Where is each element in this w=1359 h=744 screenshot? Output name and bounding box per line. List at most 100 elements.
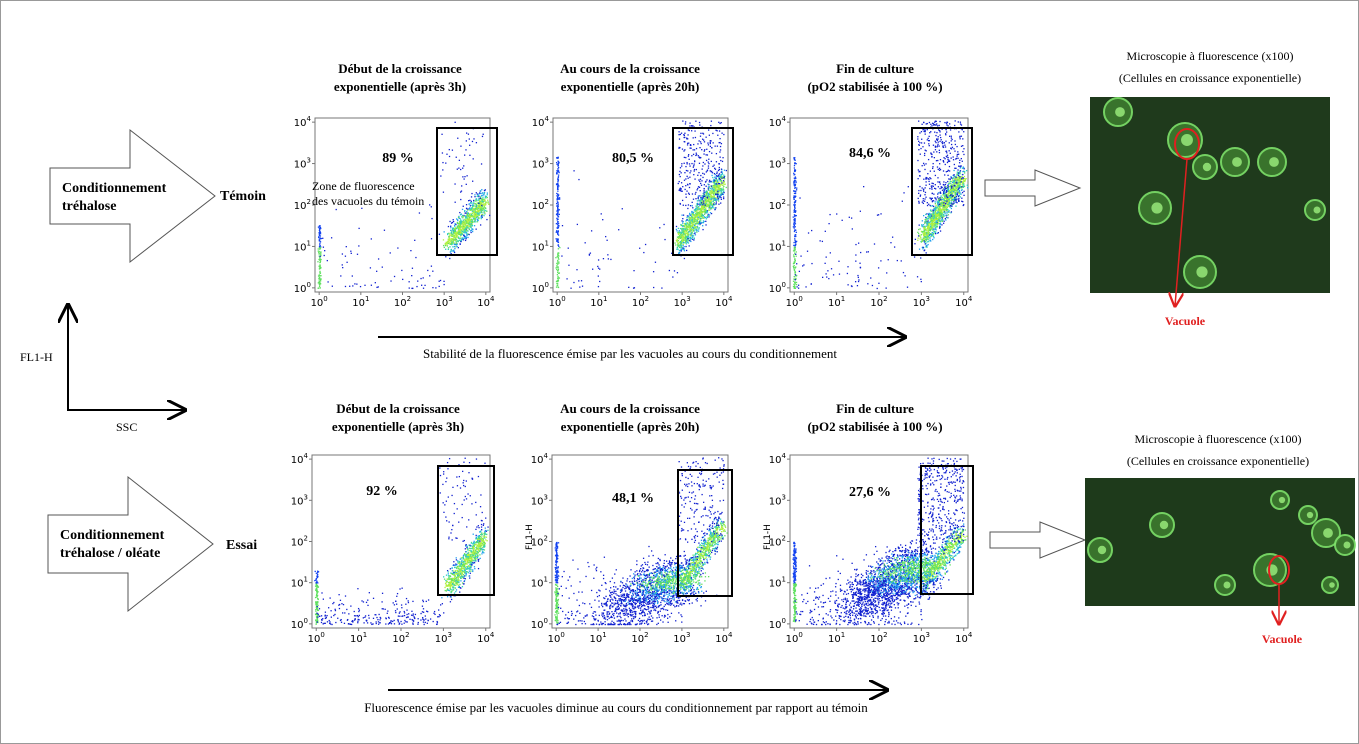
tick-exponent: 3 [448,631,452,639]
x-tick-label: 102 [870,631,887,645]
tick-exponent: 1 [304,576,308,584]
tick-base: 10 [294,118,307,129]
cell-core [1329,582,1335,588]
tick-exponent: 1 [602,631,606,639]
cell-core [1307,512,1313,518]
axis-legend-x [68,305,185,410]
microscopy-subtitle: (Cellules en croissance exponentielle) [1119,71,1301,85]
x-tick-label: 100 [786,631,803,645]
plot-y-label: FL1-H [525,524,535,550]
gate-percent: 48,1 % [612,491,654,506]
tick-base: 10 [769,455,782,466]
y-tick-label: 104 [769,452,787,466]
tick-exponent: 0 [323,295,327,303]
tick-base: 10 [590,298,603,309]
tick-base: 10 [955,634,968,645]
plot-title: exponentielle (après 20h) [561,419,700,434]
x-tick-label: 101 [590,295,607,309]
tick-base: 10 [531,579,544,590]
tick-exponent: 1 [545,239,549,247]
tick-exponent: 4 [728,631,733,639]
tick-exponent: 2 [544,535,548,543]
microscopy-subtitle: (Cellules en croissance exponentielle) [1127,454,1309,468]
tick-exponent: 2 [307,198,311,206]
condition-label: Conditionnement [62,181,167,196]
tick-base: 10 [311,298,324,309]
x-tick-label: 100 [786,295,803,309]
tick-exponent: 0 [782,281,786,289]
cell-core [1224,582,1231,589]
tick-base: 10 [715,298,728,309]
x-tick-label: 100 [549,295,566,309]
tick-base: 10 [769,118,782,129]
x-tick-label: 103 [435,631,452,645]
microscopy-title: Microscopie à fluorescence (x100) [1135,432,1302,446]
y-tick-label: 101 [294,239,311,253]
cell-core [1160,521,1168,529]
tick-base: 10 [291,579,304,590]
tick-exponent: 1 [363,631,367,639]
tick-exponent: 2 [304,535,308,543]
tick-base: 10 [532,284,545,295]
tick-base: 10 [828,634,841,645]
x-tick-label: 104 [477,631,495,645]
tick-base: 10 [435,634,448,645]
y-tick-label: 103 [531,493,548,507]
tick-exponent: 1 [365,295,369,303]
y-tick-label: 103 [769,493,786,507]
tick-exponent: 0 [782,617,786,625]
x-tick-label: 101 [352,295,369,309]
cell-core [1323,528,1333,538]
vacuole-label: Vacuole [1262,632,1303,646]
tick-base: 10 [308,634,321,645]
cell-core [1314,207,1321,214]
x-tick-label: 100 [308,631,325,645]
y-tick-label: 102 [769,198,786,212]
x-tick-label: 104 [715,631,733,645]
axis-legend-y-label: FL1-H [20,350,53,364]
tick-base: 10 [477,634,490,645]
tick-exponent: 3 [926,631,930,639]
tick-base: 10 [294,242,307,253]
tick-exponent: 2 [782,535,786,543]
y-tick-label: 100 [294,281,311,295]
tick-base: 10 [631,634,644,645]
caption: Stabilité de la fluorescence émise par l… [423,346,837,361]
condition-arrow [50,130,215,262]
y-tick-label: 103 [532,157,549,171]
x-tick-label: 103 [674,295,691,309]
tick-exponent: 0 [304,617,308,625]
tick-exponent: 3 [545,157,549,165]
cell-core [1151,202,1162,213]
cell-core [1279,497,1285,503]
tick-base: 10 [477,298,490,309]
x-tick-label: 100 [311,295,328,309]
tick-exponent: 3 [926,295,930,303]
tick-base: 10 [532,201,545,212]
tick-exponent: 1 [782,239,786,247]
plot-title: exponentielle (après 3h) [334,79,466,94]
plot-title: Au cours de la croissance [560,401,700,416]
tick-base: 10 [532,242,545,253]
gate-percent: 84,6 % [849,146,891,161]
plot-title: Fin de culture [836,401,914,416]
y-tick-label: 100 [769,281,786,295]
condition-label: tréhalose [62,199,116,214]
cell-core [1098,546,1106,554]
tick-exponent: 3 [782,493,786,501]
tick-base: 10 [589,634,602,645]
tick-exponent: 4 [782,115,787,123]
caption: Fluorescence émise par les vacuoles dimi… [364,700,868,715]
x-tick-label: 101 [350,631,367,645]
tick-exponent: 2 [644,631,648,639]
y-tick-label: 102 [294,198,311,212]
tick-base: 10 [392,634,405,645]
tick-exponent: 0 [798,295,802,303]
microscopy-title: Microscopie à fluorescence (x100) [1127,49,1294,63]
y-tick-label: 102 [532,198,549,212]
tick-base: 10 [769,496,782,507]
plot-title: Début de la croissance [336,401,460,416]
group-label: Essai [226,538,257,553]
tick-exponent: 0 [545,281,549,289]
